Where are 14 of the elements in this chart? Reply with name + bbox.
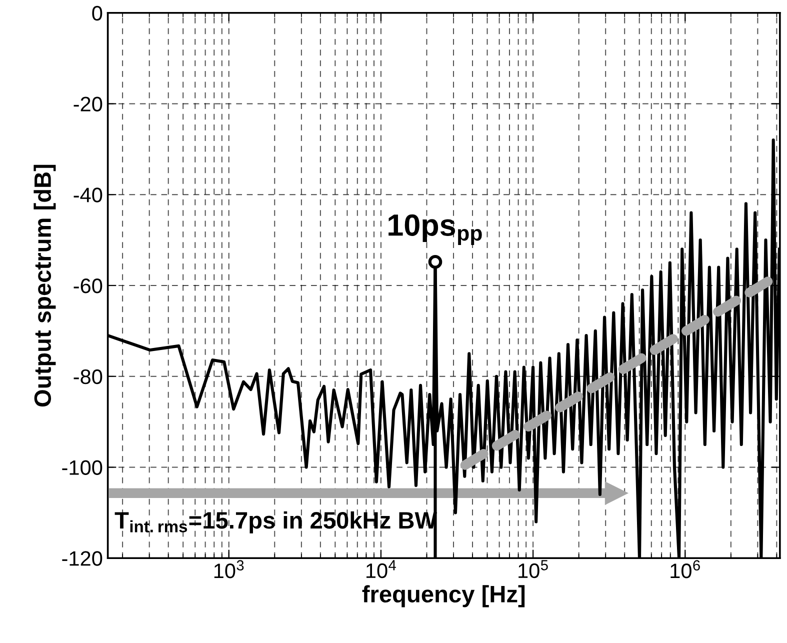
y-tick-label: -120 — [62, 551, 102, 566]
annotation: 10ps$_{pp}$ — [388, 214, 482, 245]
y-tick-label: -40 — [74, 188, 102, 202]
x-tick-label: 10$^{3}$ — [214, 560, 244, 578]
x-tick-label: 10$^{6}$ — [670, 560, 700, 578]
x-tick-label: 10$^{4}$ — [366, 560, 396, 578]
x-axis-title: frequency [Hz] — [362, 585, 525, 608]
y-axis-title: Output spectrum [dB] — [34, 164, 56, 406]
y-tick-label: 0 — [92, 6, 102, 21]
y-tick-label: -60 — [74, 278, 102, 294]
y-tick-label: -20 — [74, 96, 102, 112]
x-tick-label: 10$^{5}$ — [518, 560, 548, 578]
y-tick-label: -100 — [62, 460, 102, 475]
y-tick-label: -80 — [74, 369, 102, 384]
